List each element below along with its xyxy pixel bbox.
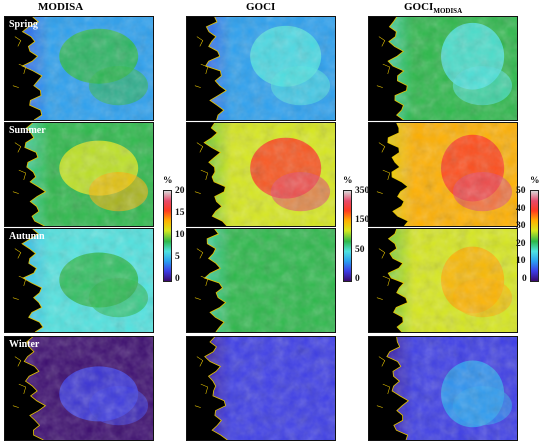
colorbar-0-tick: 15 <box>175 208 185 218</box>
colorbar-1-tick: 0 <box>355 274 360 284</box>
coastline <box>387 17 408 120</box>
coastline <box>21 17 43 120</box>
coastline <box>23 337 47 440</box>
island-outlines <box>194 356 209 408</box>
satellite-map-image <box>369 337 517 440</box>
map-panel-spring-1 <box>186 16 336 121</box>
island-outlines <box>12 142 27 194</box>
colorbar-0-tick: 10 <box>175 230 185 240</box>
map-panel-spring-0: Spring <box>4 16 154 121</box>
map-panel-autumn-1 <box>186 228 336 333</box>
colorbar-unit-0: % <box>163 176 173 186</box>
colorbar-1-tick: 150 <box>355 215 370 226</box>
map-panel-winter-1 <box>186 336 336 441</box>
satellite-map-image <box>187 229 335 332</box>
colorbar-2-tick: 30 <box>516 221 526 232</box>
island-outlines <box>194 142 209 194</box>
land-mask <box>187 229 226 332</box>
season-label-spring: Spring <box>9 19 38 30</box>
colorbar-2-tick: 50 <box>516 186 526 196</box>
season-label-summer: Summer <box>9 125 46 136</box>
coastline <box>204 17 227 120</box>
island-outlines <box>12 356 27 408</box>
land-mask <box>5 229 43 332</box>
map-panel-autumn-2 <box>368 228 518 333</box>
map-panel-autumn-0: Autumn <box>4 228 154 333</box>
island-outlines <box>376 356 391 408</box>
colorbar-1-tick: 50 <box>355 244 365 255</box>
colorbar-0-tick: 20 <box>175 186 185 196</box>
colorbar-unit-2: % <box>530 176 540 186</box>
colorbar-1 <box>343 190 352 282</box>
coastline <box>387 229 408 332</box>
colorbar-2 <box>530 190 539 282</box>
map-panel-winter-2 <box>368 336 518 441</box>
satellite-map-image <box>187 337 335 440</box>
satellite-map-image <box>5 17 153 120</box>
colorbar-2-tick: 10 <box>516 256 526 267</box>
coastline <box>204 337 228 440</box>
column-title-subscript: MODISA <box>433 7 463 16</box>
coastline <box>387 123 409 226</box>
satellite-map-image <box>369 17 517 120</box>
coastline <box>24 123 47 226</box>
coastline <box>386 337 410 440</box>
coastline <box>21 229 44 332</box>
colorbar-0-tick: 5 <box>175 252 180 262</box>
island-outlines <box>12 36 27 88</box>
map-panel-summer-1 <box>186 122 336 227</box>
satellite-map-image <box>187 17 335 120</box>
season-label-winter: Winter <box>9 339 40 350</box>
land-mask <box>369 337 409 440</box>
island-outlines <box>376 142 391 194</box>
island-outlines <box>12 248 27 300</box>
colorbar-0-tick: 0 <box>175 274 180 284</box>
column-title-goci: GOCI <box>246 1 276 13</box>
land-mask <box>369 123 409 226</box>
island-outlines <box>376 248 391 300</box>
land-mask <box>369 229 408 332</box>
colorbar-2-tick: 40 <box>516 203 526 214</box>
land-mask <box>187 17 227 120</box>
colorbar-0 <box>163 190 172 282</box>
colorbar-1-tick: 350 <box>355 186 370 196</box>
island-outlines <box>194 36 209 88</box>
colorbar-2-tick: 0 <box>522 274 527 284</box>
land-mask <box>187 123 227 226</box>
colorbar-2-tick: 20 <box>516 238 526 249</box>
satellite-map-image <box>369 123 517 226</box>
satellite-map-image <box>5 229 153 332</box>
island-outlines <box>194 248 209 300</box>
map-panel-winter-0: Winter <box>4 336 154 441</box>
satellite-map-image <box>369 229 517 332</box>
coastline <box>203 123 228 226</box>
satellite-map-image <box>5 337 153 440</box>
map-panel-summer-2 <box>368 122 518 227</box>
column-title-goci-modisa: GOCIMODISA <box>404 1 463 16</box>
satellite-map-image <box>187 123 335 226</box>
satellite-map-image <box>5 123 153 226</box>
colorbar-unit-1: % <box>343 176 353 186</box>
column-title-modisa: MODISA <box>38 1 84 13</box>
map-panel-summer-0: Summer <box>4 122 154 227</box>
map-panel-spring-2 <box>368 16 518 121</box>
season-label-autumn: Autumn <box>9 231 45 242</box>
island-outlines <box>376 36 391 88</box>
coastline <box>203 229 227 332</box>
